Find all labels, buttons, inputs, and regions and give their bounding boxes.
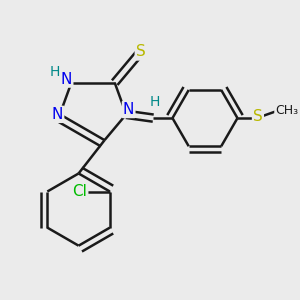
Text: S: S — [253, 110, 263, 124]
Text: N: N — [123, 102, 134, 117]
Text: H: H — [49, 65, 60, 79]
Text: Cl: Cl — [72, 184, 87, 199]
Text: N: N — [52, 107, 63, 122]
Text: N: N — [61, 72, 72, 87]
Text: H: H — [149, 95, 160, 110]
Text: CH₃: CH₃ — [275, 104, 298, 117]
Text: S: S — [136, 44, 146, 59]
